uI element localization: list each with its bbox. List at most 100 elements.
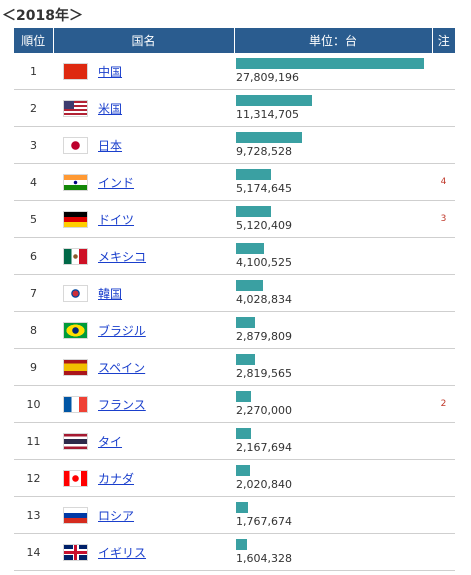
china-flag-icon — [63, 62, 88, 80]
note-cell — [432, 53, 455, 90]
mexico-flag-icon — [63, 247, 88, 265]
rank-cell: 11 — [14, 422, 53, 460]
table-row: 12 カナダ 2,020,840 — [14, 459, 455, 497]
value-cell: 9,728,528 — [234, 126, 432, 164]
value-cell: 5,174,645 — [234, 163, 432, 201]
note-cell — [432, 237, 455, 275]
value-label: 11,314,705 — [236, 108, 299, 121]
country-link[interactable]: ロシア — [98, 508, 135, 523]
value-label: 2,270,000 — [236, 404, 292, 417]
rank-cell: 5 — [14, 200, 53, 238]
header-value: 単位：台 — [234, 28, 433, 53]
table-row: 6 メキシコ 4,100,525 — [14, 237, 455, 275]
note-cell — [432, 496, 455, 534]
table-row: 5 ドイツ 5,120,409 3 — [14, 200, 455, 238]
value-label: 5,174,645 — [236, 182, 292, 195]
value-label: 9,728,528 — [236, 145, 292, 158]
rank-cell: 14 — [14, 533, 53, 571]
spain-flag-icon — [63, 358, 88, 376]
country-link[interactable]: イギリス — [98, 545, 147, 560]
japan-flag-icon — [63, 136, 88, 154]
value-label: 2,167,694 — [236, 441, 292, 454]
rank-cell: 3 — [14, 126, 53, 164]
country-link[interactable]: インド — [98, 175, 135, 190]
india-flag-icon — [63, 173, 88, 191]
value-cell: 2,879,809 — [234, 311, 432, 349]
country-link[interactable]: 韓国 — [98, 286, 123, 301]
rank-cell: 4 — [14, 163, 53, 201]
value-bar — [236, 465, 250, 476]
country-cell: 米国 — [53, 89, 234, 127]
country-link[interactable]: ドイツ — [98, 212, 135, 227]
country-link[interactable]: ブラジル — [98, 323, 146, 338]
rank-cell: 9 — [14, 348, 53, 386]
value-bar — [236, 206, 271, 217]
note-cell: 4 — [432, 163, 455, 201]
value-bar — [236, 58, 424, 69]
header-rank: 順位 — [14, 28, 54, 53]
production-table: 順位 国名 単位：台 注 1 中国 27,809,196 2 米国 11,314,705 3… — [14, 28, 455, 571]
country-cell: スペイン — [53, 348, 234, 386]
rank-cell: 13 — [14, 496, 53, 534]
value-bar — [236, 243, 264, 254]
country-link[interactable]: メキシコ — [98, 249, 147, 264]
table-row: 14 イギリス 1,604,328 — [14, 533, 455, 571]
country-link[interactable]: フランス — [98, 397, 146, 412]
canada-flag-icon — [63, 469, 88, 487]
country-link[interactable]: カナダ — [98, 471, 135, 486]
value-label: 1,604,328 — [236, 552, 292, 565]
note-cell — [432, 89, 455, 127]
table-row: 10 フランス 2,270,000 2 — [14, 385, 455, 423]
value-bar — [236, 539, 247, 550]
value-bar — [236, 502, 248, 513]
value-label: 2,879,809 — [236, 330, 292, 343]
note-cell — [432, 274, 455, 312]
note-cell — [432, 311, 455, 349]
country-cell: インド — [53, 163, 234, 201]
value-bar — [236, 317, 255, 328]
table-row: 1 中国 27,809,196 — [14, 53, 455, 90]
rank-cell: 10 — [14, 385, 53, 423]
usa-flag-icon — [63, 99, 88, 117]
rank-cell: 1 — [14, 53, 53, 90]
country-link[interactable]: タイ — [98, 434, 123, 449]
country-cell: 韓国 — [53, 274, 234, 312]
value-label: 5,120,409 — [236, 219, 292, 232]
germany-flag-icon — [63, 210, 88, 228]
country-link[interactable]: スペイン — [98, 360, 146, 375]
value-cell: 1,604,328 — [234, 533, 432, 571]
table-row: 9 スペイン 2,819,565 — [14, 348, 455, 386]
france-flag-icon — [63, 395, 88, 413]
value-bar — [236, 391, 251, 402]
page-title: ＜2018年＞ — [2, 8, 83, 24]
value-bar — [236, 280, 263, 291]
table-row: 13 ロシア 1,767,674 — [14, 496, 455, 534]
rank-cell: 6 — [14, 237, 53, 275]
korea-flag-icon — [63, 284, 88, 302]
value-label: 1,767,674 — [236, 515, 292, 528]
country-cell: ドイツ — [53, 200, 234, 238]
note-cell — [432, 126, 455, 164]
header-note: 注 — [432, 28, 455, 53]
table-header-row: 順位 国名 単位：台 注 — [14, 28, 455, 53]
value-bar — [236, 95, 312, 106]
country-link[interactable]: 米国 — [98, 101, 123, 116]
rank-cell: 8 — [14, 311, 53, 349]
country-cell: イギリス — [53, 533, 234, 571]
value-bar — [236, 132, 302, 143]
note-cell — [432, 459, 455, 497]
value-label: 4,028,834 — [236, 293, 292, 306]
country-link[interactable]: 日本 — [98, 138, 123, 153]
value-label: 4,100,525 — [236, 256, 292, 269]
russia-flag-icon — [63, 506, 88, 524]
rank-cell: 2 — [14, 89, 53, 127]
header-country: 国名 — [53, 28, 235, 53]
country-cell: メキシコ — [53, 237, 234, 275]
table-body: 1 中国 27,809,196 2 米国 11,314,705 3 日本 9,728,528 4 イ… — [14, 53, 455, 571]
country-cell: フランス — [53, 385, 234, 423]
table-row: 11 タイ 2,167,694 — [14, 422, 455, 460]
note-cell — [432, 422, 455, 460]
value-cell: 2,167,694 — [234, 422, 432, 460]
country-link[interactable]: 中国 — [98, 64, 123, 79]
value-label: 2,020,840 — [236, 478, 292, 491]
